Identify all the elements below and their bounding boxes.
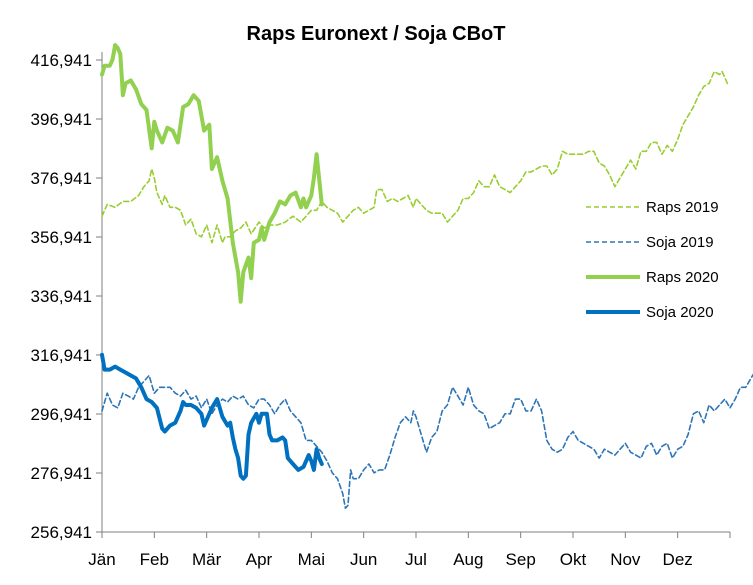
y-tick-label: 276,941 <box>31 464 92 483</box>
x-tick-label: Aug <box>453 550 483 569</box>
x-tick-label: Jän <box>88 550 115 569</box>
x-tick-label: Dez <box>663 550 693 569</box>
x-tick-label: Mai <box>298 550 325 569</box>
series-line-soja-2020 <box>100 352 324 481</box>
legend-label-soja-2020: Soja 2020 <box>646 304 714 321</box>
y-tick-label: 356,941 <box>31 228 92 247</box>
y-tick-label: 316,941 <box>31 346 92 365</box>
y-tick-label: 376,941 <box>31 169 92 188</box>
y-axis: 256,941 276,941 296,941 316,941 336,941 356,9… <box>31 51 103 542</box>
series-line-raps-2019 <box>101 70 729 244</box>
x-tick-label: Sep <box>506 550 536 569</box>
x-axis: Jän Feb Mär Apr Mai Jun Jul Aug Sep Okt Nov Dez <box>88 531 731 569</box>
x-tick-label: Okt <box>560 550 587 569</box>
series-layer <box>100 43 753 509</box>
y-tick-label: 416,941 <box>31 51 92 70</box>
x-tick-label: Jul <box>405 550 427 569</box>
y-tick-label: 296,941 <box>31 405 92 424</box>
x-tick-label: Apr <box>246 550 273 569</box>
x-tick-label: Jun <box>350 550 377 569</box>
y-tick-label: 256,941 <box>31 523 92 542</box>
x-tick-label: Nov <box>610 550 641 569</box>
legend-label-raps-2020: Raps 2020 <box>646 269 719 286</box>
legend: Raps 2019 Soja 2019 Raps 2020 Soja 2020 <box>586 199 719 321</box>
chart-title: Raps Euronext / Soja CBoT <box>247 23 506 45</box>
y-tick-label: 396,941 <box>31 110 92 129</box>
legend-label-raps-2019: Raps 2019 <box>646 199 719 216</box>
series-line-soja-2019 <box>101 373 753 509</box>
x-tick-label: Mär <box>192 550 222 569</box>
legend-label-soja-2019: Soja 2019 <box>646 234 714 251</box>
x-tick-label: Feb <box>140 550 169 569</box>
y-tick-label: 336,941 <box>31 287 92 306</box>
series-line-raps-2020 <box>100 43 324 304</box>
